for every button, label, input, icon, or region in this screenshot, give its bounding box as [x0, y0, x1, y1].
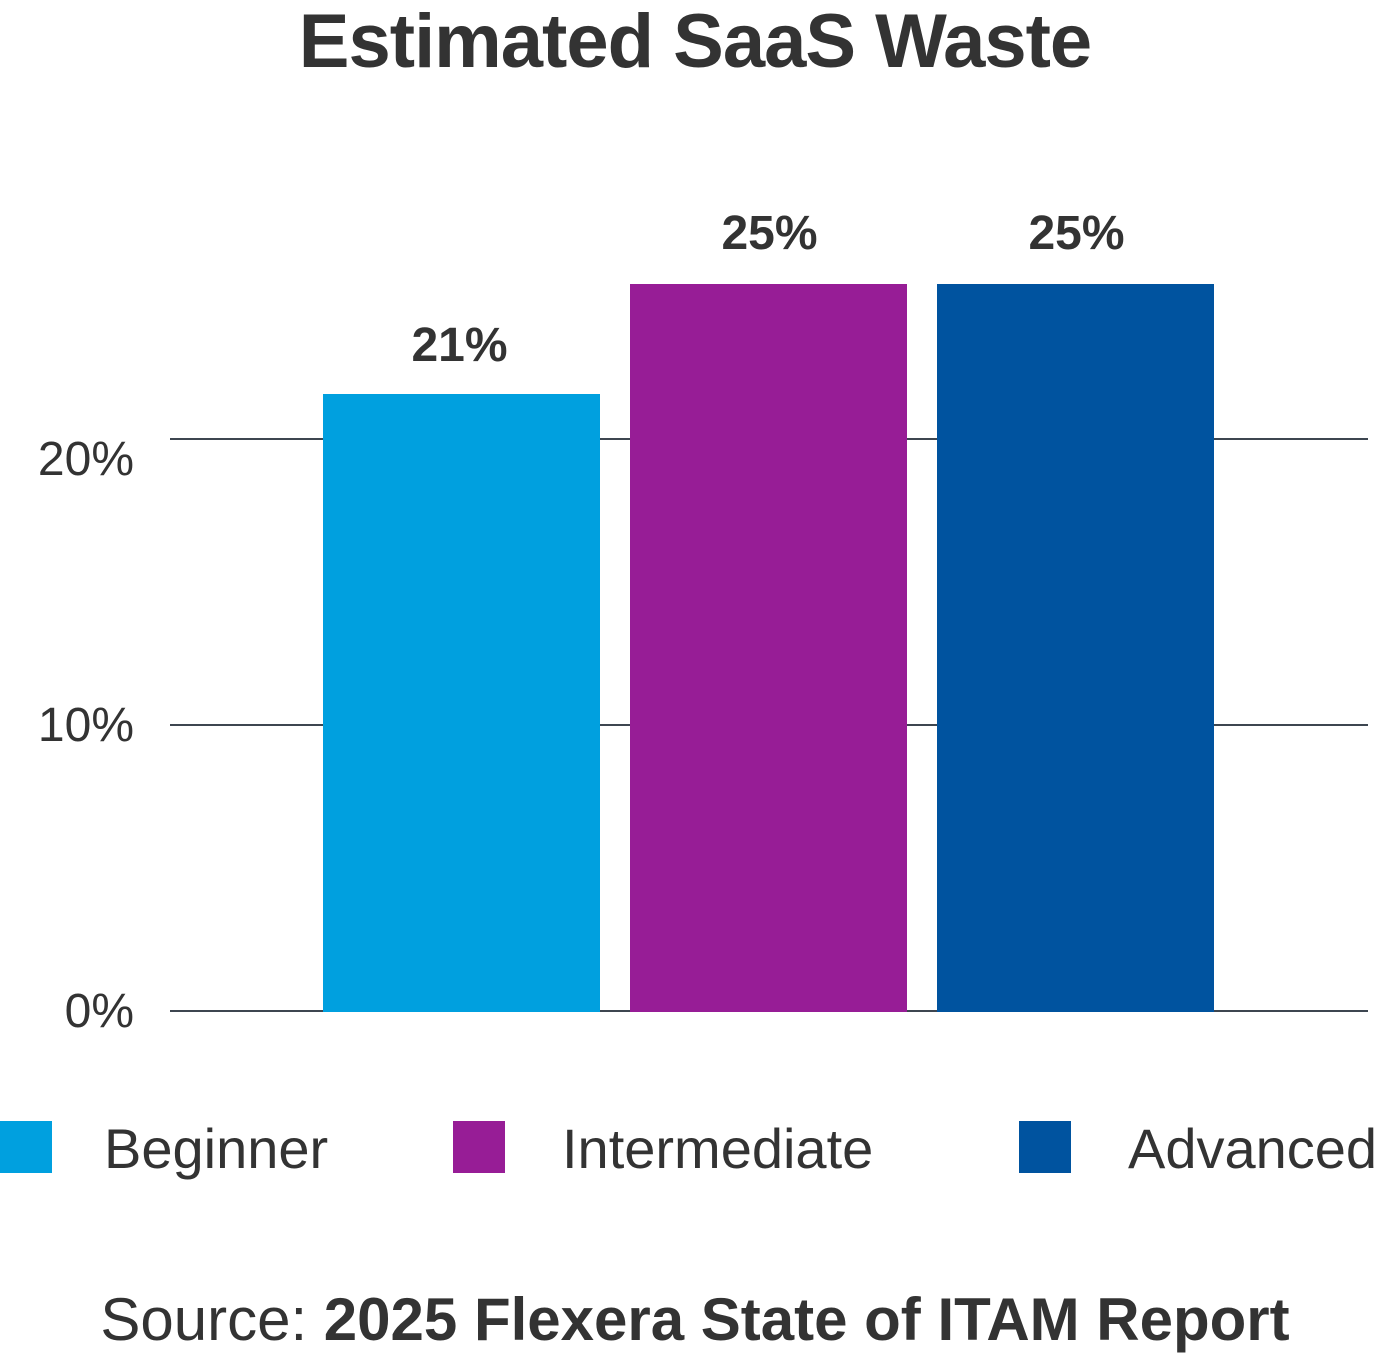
bar-intermediate [630, 284, 907, 1012]
legend-label-intermediate: Intermediate [562, 1117, 874, 1180]
legend-swatch-advanced [1019, 1121, 1071, 1173]
ytick-10: 10% [37, 699, 134, 752]
bar-label-beginner: 21% [411, 319, 508, 372]
source-prefix: Source: [100, 1286, 324, 1353]
source-note: Source: 2025 Flexera State of ITAM Repor… [0, 1284, 1390, 1356]
ytick-20: 20% [37, 433, 134, 486]
chart-title: Estimated SaaS Waste [298, 0, 1092, 84]
source-text: 2025 Flexera State of ITAM Report [323, 1286, 1290, 1353]
legend-label-advanced: Advanced [1128, 1117, 1378, 1180]
legend-swatch-beginner [0, 1121, 52, 1173]
legend-label-beginner: Beginner [104, 1117, 329, 1180]
bar-label-intermediate: 25% [721, 207, 818, 260]
bar-label-advanced: 25% [1028, 207, 1125, 260]
bar-advanced [937, 284, 1214, 1012]
legend-swatch-intermediate [453, 1121, 505, 1173]
bar-beginner [323, 394, 600, 1012]
ytick-0: 0% [64, 985, 134, 1038]
